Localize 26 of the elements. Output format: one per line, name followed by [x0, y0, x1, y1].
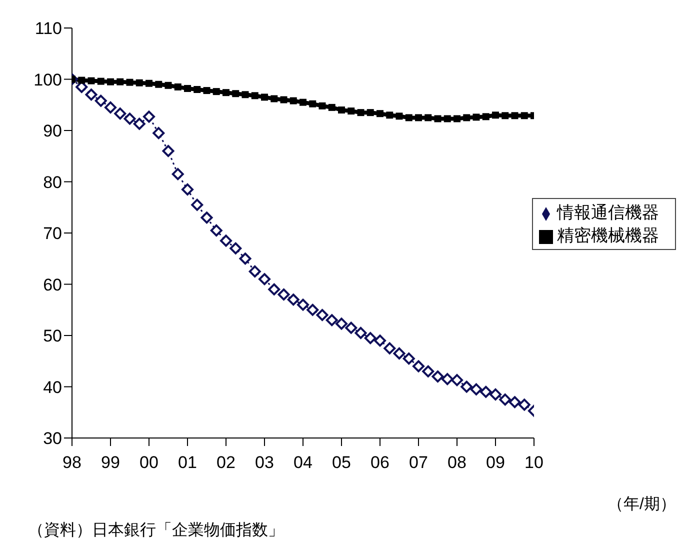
- x-tick-label: 98: [62, 453, 82, 472]
- x-tick-label: 09: [486, 453, 505, 472]
- x-tick-label: 05: [332, 453, 351, 472]
- x-tick-label: 06: [370, 453, 390, 472]
- y-tick-label: 70: [43, 224, 62, 244]
- y-tick-label: 40: [43, 378, 62, 397]
- y-tick-label: 90: [43, 122, 62, 141]
- x-tick-label: 99: [101, 453, 120, 472]
- x-tick-label: 04: [294, 453, 312, 472]
- legend-label: 情報通信機器: [557, 203, 659, 222]
- x-tick-label: 03: [255, 453, 274, 472]
- y-tick-label: 60: [43, 275, 62, 294]
- x-tick-label: 07: [409, 453, 428, 472]
- y-tick-label: 30: [43, 429, 62, 448]
- y-tick-label: 110: [34, 19, 62, 38]
- legend-label: 精密機械機器: [557, 226, 659, 245]
- y-tick-label: 50: [43, 326, 62, 346]
- x-tick-label: 08: [448, 453, 466, 472]
- x-tick-label: 01: [178, 453, 197, 472]
- y-tick-label: 80: [43, 172, 62, 192]
- y-tick-label: 100: [34, 70, 62, 90]
- x-tick-label: 00: [140, 453, 158, 472]
- x-axis-title: （年/期）: [608, 495, 676, 515]
- x-tick-label: 10: [524, 453, 544, 472]
- x-tick-label: 02: [216, 453, 236, 472]
- text: （資料）日本銀行「企業物価指数」: [28, 520, 284, 541]
